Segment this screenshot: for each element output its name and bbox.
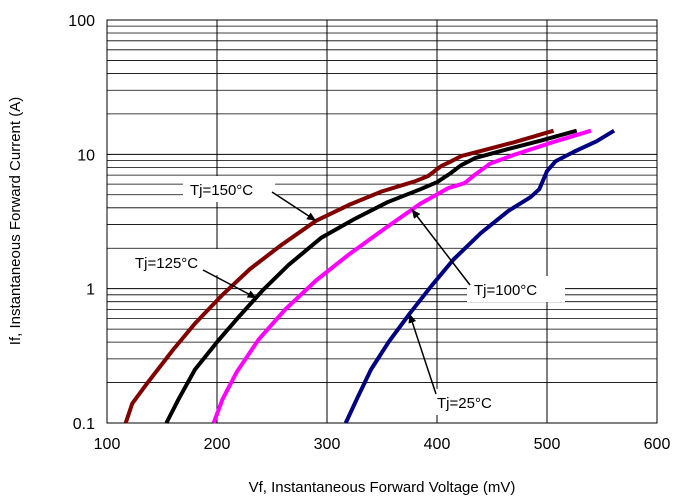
annotation-label-bg: [183, 176, 275, 202]
x-tick-label: 100: [94, 436, 121, 453]
y-tick-label: 10: [77, 147, 95, 164]
y-tick-label: 100: [68, 13, 95, 30]
y-tick-label: 0.1: [73, 416, 95, 433]
x-tick-label: 500: [534, 436, 561, 453]
annotation-label-bg: [430, 389, 512, 415]
grid-lines: [107, 20, 657, 423]
y-axis-tick-labels: 0.1 1 10 100: [68, 13, 95, 433]
annotation-arrow: [408, 313, 437, 395]
x-tick-label: 600: [644, 436, 671, 453]
y-tick-label: 1: [86, 282, 95, 299]
x-axis-title: Vf, Instantaneous Forward Voltage (mV): [249, 479, 516, 496]
series-line: [343, 128, 616, 424]
x-axis-tick-labels: 100 200 300 400 500 600: [94, 436, 671, 453]
annotation-arrow: [202, 269, 257, 299]
annotation-label: Tj=125°C: [135, 255, 198, 272]
x-tick-label: 400: [424, 436, 451, 453]
series-line: [164, 128, 578, 424]
annotation-label: Tj=100°C: [474, 282, 537, 299]
series-lines: [123, 128, 616, 424]
annotation-label: Tj=25°C: [437, 395, 492, 412]
annotation-arrow: [271, 191, 317, 222]
annotations: Tj=150°C Tj=125°C Tj=100°C Tj=25°C: [128, 176, 565, 415]
annotation-label: Tj=150°C: [190, 182, 253, 199]
annotation-arrow: [411, 208, 471, 286]
x-tick-label: 300: [314, 436, 341, 453]
annotation-label-bg: [467, 276, 565, 302]
y-axis-title: If, Instantaneous Forward Current (A): [7, 97, 24, 345]
plot-area-frame: [106, 19, 658, 424]
series-line: [123, 128, 555, 424]
series-line: [211, 128, 592, 424]
x-tick-label: 200: [204, 436, 231, 453]
